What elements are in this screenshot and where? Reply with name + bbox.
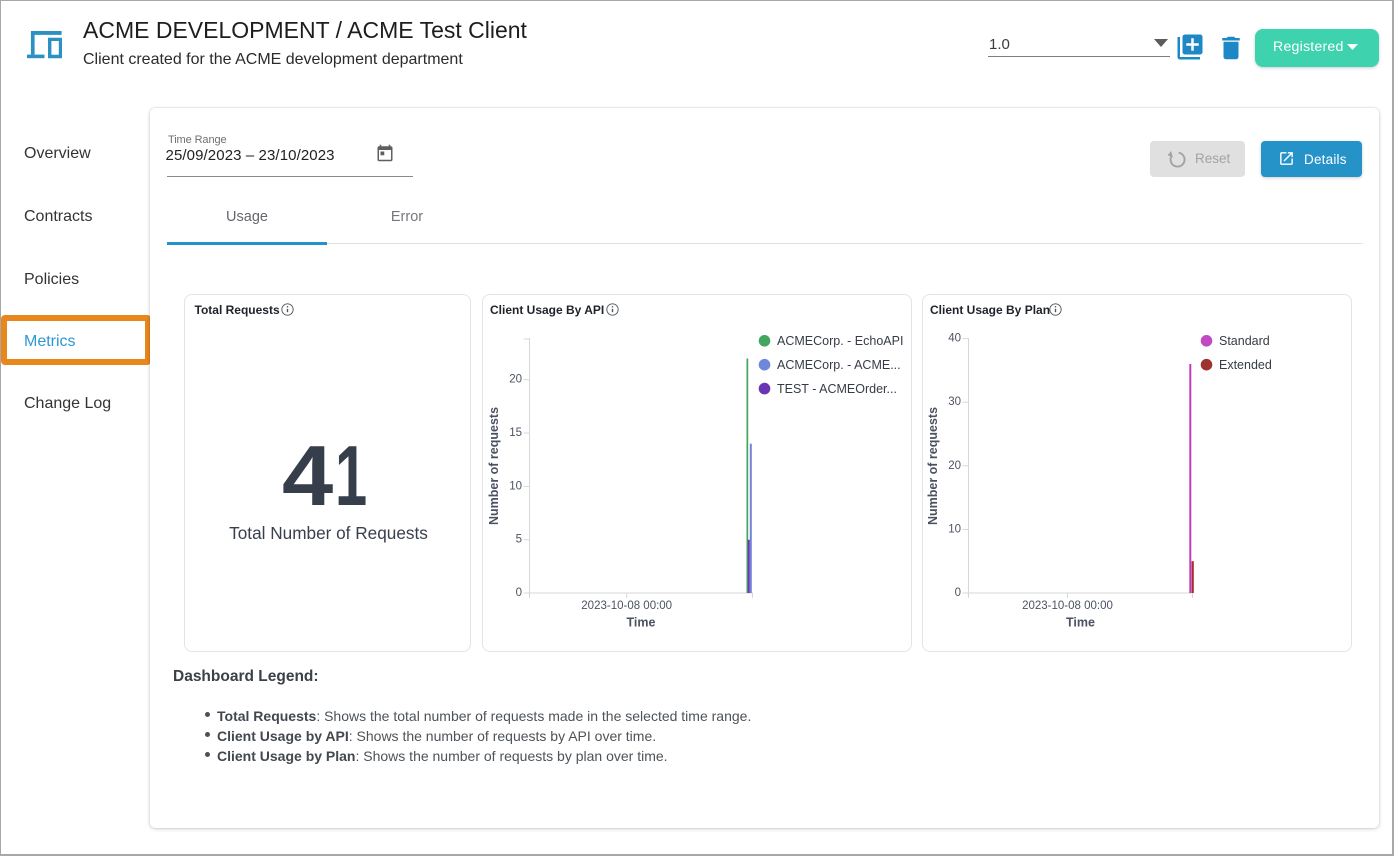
svg-text:20: 20	[509, 374, 522, 386]
svg-text:Number of requests: Number of requests	[487, 407, 501, 525]
svg-text:20: 20	[948, 460, 961, 472]
svg-text:5: 5	[516, 534, 522, 546]
svg-text:15: 15	[509, 427, 522, 439]
svg-text:10: 10	[509, 480, 522, 492]
svg-text:ACMECorp. - EchoAPI: ACMECorp. - EchoAPI	[777, 334, 903, 348]
svg-text:0: 0	[516, 587, 522, 599]
svg-text:30: 30	[948, 396, 961, 408]
svg-text:Standard: Standard	[1219, 334, 1270, 348]
svg-text:2023-10-08 00:00: 2023-10-08 00:00	[581, 600, 672, 612]
svg-text:40: 40	[948, 333, 961, 345]
svg-text:ACMECorp. - ACME...: ACMECorp. - ACME...	[777, 358, 901, 372]
svg-text:Time: Time	[1066, 616, 1095, 630]
svg-text:10: 10	[948, 523, 961, 535]
svg-text:0: 0	[955, 587, 961, 599]
svg-text:TEST - ACMEOrder...: TEST - ACMEOrder...	[777, 382, 897, 396]
svg-text:Number of requests: Number of requests	[926, 407, 940, 525]
svg-text:2023-10-08 00:00: 2023-10-08 00:00	[1022, 600, 1113, 612]
svg-text:Time: Time	[627, 616, 656, 630]
svg-text:Extended: Extended	[1219, 358, 1272, 372]
